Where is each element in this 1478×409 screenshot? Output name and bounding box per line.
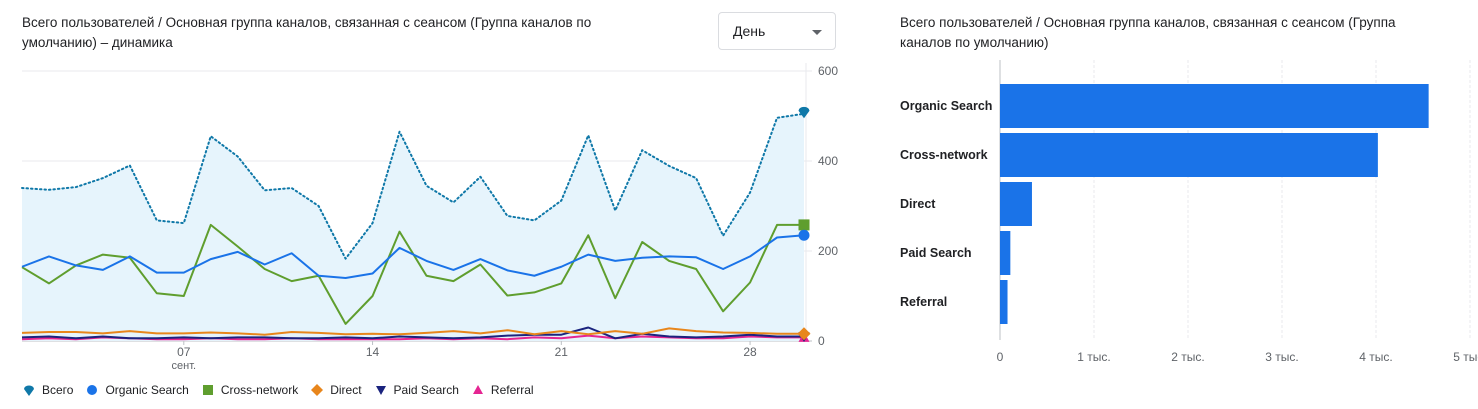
x-tick-label: 21 (555, 345, 569, 359)
series-line-0 (21, 112, 805, 260)
period-dropdown-value: День (733, 23, 766, 39)
legend-label: Cross-network (220, 383, 299, 397)
legend-item[interactable]: Referral (471, 383, 534, 397)
line-chart-title: Всего пользователей / Основная группа ка… (22, 15, 592, 50)
legend-label: Direct (330, 383, 362, 397)
series-line-4 (21, 326, 804, 340)
bar (1000, 84, 1429, 128)
legend-item[interactable]: Direct (310, 383, 362, 397)
bar-category-label: Direct (900, 197, 936, 211)
bar-category-label: Paid Search (900, 246, 972, 260)
bar (1000, 231, 1011, 275)
bar-chart-title: Всего пользователей / Основная группа ка… (900, 15, 1396, 50)
bar-x-tick-label: 5 тыс. (1453, 350, 1478, 364)
bar (1000, 133, 1378, 177)
bar-x-tick-label: 2 тыс. (1171, 350, 1204, 364)
bar-category-label: Cross-network (900, 148, 988, 162)
series-line-1 (21, 234, 805, 279)
series-end-marker-2 (798, 219, 810, 231)
y-tick-label: 400 (818, 154, 838, 168)
legend-marker-icon (24, 385, 34, 396)
legend-marker-icon (375, 386, 386, 395)
legend-label: Organic Search (105, 383, 189, 397)
x-tick-sublabel: сент. (172, 360, 197, 372)
series-line-3 (21, 327, 804, 336)
bar (1000, 280, 1008, 324)
bar-x-tick-label: 3 тыс. (1265, 350, 1298, 364)
line-chart-legend: Всего Organic Search Cross-network Direct Pa… (22, 383, 534, 397)
y-tick-label: 0 (818, 334, 825, 348)
bar (1000, 182, 1032, 226)
chevron-down-icon (812, 30, 822, 35)
bar-category-label: Referral (900, 295, 947, 309)
x-tick-label: 07 (177, 345, 191, 359)
legend-item[interactable]: Paid Search (374, 383, 459, 397)
series-area-total (22, 113, 804, 341)
legend-marker-icon (202, 385, 213, 395)
series-end-marker-3 (797, 327, 811, 341)
bar-x-tick-label: 0 (997, 350, 1004, 364)
y-tick-label: 600 (818, 64, 838, 78)
y-tick-label: 200 (818, 244, 838, 258)
x-tick-label: 28 (743, 345, 757, 359)
legend-marker-icon (87, 385, 98, 395)
series-end-marker-0 (798, 106, 810, 119)
x-tick-label: 14 (366, 345, 380, 359)
legend-marker-icon (472, 385, 483, 394)
bar-x-tick-label: 4 тыс. (1359, 350, 1392, 364)
bar-category-label: Organic Search (900, 99, 992, 113)
legend-item[interactable]: Organic Search (85, 383, 189, 397)
legend-label: Всего (42, 383, 74, 397)
series-end-marker-1 (798, 229, 810, 241)
legend-label: Paid Search (393, 383, 459, 397)
legend-label: Referral (490, 383, 534, 397)
legend-item[interactable]: Всего (22, 383, 73, 397)
period-dropdown[interactable]: День (718, 12, 836, 50)
legend-item[interactable]: Cross-network (201, 383, 298, 397)
legend-marker-icon (311, 384, 324, 396)
bar-x-tick-label: 1 тыс. (1077, 350, 1110, 364)
